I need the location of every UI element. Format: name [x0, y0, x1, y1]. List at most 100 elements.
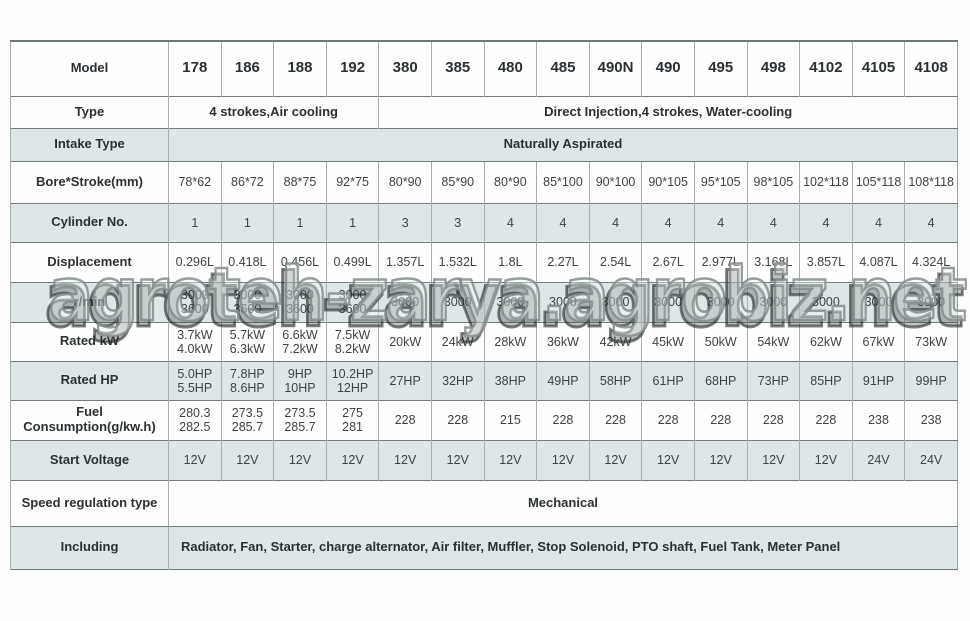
spec-value-cell: 4 [641, 202, 695, 242]
spec-value-cell: 4 [746, 202, 800, 242]
spec-value-cell: 1 [273, 202, 327, 242]
row-label: r/min [10, 281, 169, 322]
spec-value-cell: 88*75 [273, 160, 327, 203]
spec-value-cell: 0.499L [325, 241, 379, 282]
row-label: Fuel Consumption(g/kw.h) [10, 399, 169, 440]
spec-value-cell: 3.7kW 4.0kW [168, 321, 222, 361]
spec-value-cell: 3000 [851, 281, 905, 322]
spec-value-cell: 1.532L [430, 241, 485, 282]
spec-value-cell: 58HP [588, 360, 642, 400]
model-number-cell: 490 [641, 40, 695, 96]
model-number-cell: 385 [430, 40, 485, 96]
table-row: Fuel Consumption(g/kw.h) 280.3 282.5 273.5… [10, 399, 958, 440]
spec-value-cell: 2.54L [588, 241, 642, 282]
spec-value-cell: 4 [693, 202, 748, 242]
spec-value-cell: 1.8L [483, 241, 537, 282]
spec-value-cell: 49HP [536, 360, 590, 400]
model-number-cell: 178 [168, 40, 222, 96]
spec-value-cell: 228 [430, 399, 485, 440]
spec-value-cell: 5.7kW 6.3kW [220, 321, 274, 361]
spec-value-cell: 273.5 285.7 [220, 399, 274, 440]
spec-value-cell: 3000 3600 [220, 281, 274, 322]
spec-value-cell: 280.3 282.5 [168, 399, 222, 440]
model-number-cell: 485 [536, 40, 590, 96]
spec-value-cell: 4 [483, 202, 537, 242]
spec-value-cell: 12V [273, 439, 327, 480]
spec-value-cell: 7.5kW 8.2kW [325, 321, 379, 361]
row-label: Including [10, 525, 169, 569]
spec-value-cell: 2.977L [693, 241, 748, 282]
spec-value-cell: 1.357L [378, 241, 432, 282]
spec-value-cell: 3000 [799, 281, 853, 322]
spec-value-cell: 3 [430, 202, 485, 242]
spec-value-cell: 90*105 [641, 160, 695, 203]
spec-value-cell: 228 [536, 399, 590, 440]
spec-value-cell: 24V [904, 439, 958, 480]
spec-value-cell: 20kW [378, 321, 432, 361]
spec-value-cell: 4 [536, 202, 590, 242]
row-label: Start Voltage [10, 439, 169, 480]
spec-value-cell: 3.857L [799, 241, 853, 282]
spec-span-cell: Direct Injection,4 strokes, Water-coolin… [378, 95, 958, 128]
table-row: Bore*Stroke(mm) 78*62 86*72 88*75 92*75 80*90… [10, 160, 958, 203]
spec-value-cell: 12V [693, 439, 748, 480]
spec-value-cell: 67kW [851, 321, 905, 361]
spec-value-cell: 38HP [483, 360, 537, 400]
spec-value-cell: 12V [483, 439, 537, 480]
spec-value-cell: 95*105 [693, 160, 748, 203]
spec-value-cell: 4 [799, 202, 853, 242]
table-row: Rated HP 5.0HP 5.5HP 7.8HP 8.6HP 9HP 10HP 10… [10, 360, 958, 400]
spec-value-cell: 3000 [483, 281, 537, 322]
spec-table-body: Model 178 186 188 192 380 385 480 485 490N 490 495 4… [10, 40, 958, 569]
spec-value-cell: 36kW [536, 321, 590, 361]
spec-value-cell: 238 [851, 399, 905, 440]
spec-value-cell: 12V [430, 439, 485, 480]
spec-value-cell: 3000 3600 [273, 281, 327, 322]
spec-value-cell: 45kW [641, 321, 695, 361]
spec-value-cell: 85HP [799, 360, 853, 400]
table-row: Start Voltage 12V 12V 12V 12V 12V 12V 12V 12V 12V… [10, 439, 958, 480]
spec-value-cell: 1 [325, 202, 379, 242]
spec-value-cell: 10.2HP 12HP [325, 360, 379, 400]
model-number-cell: 4102 [799, 40, 853, 96]
table-row: Including Radiator, Fan, Starter, charge … [10, 525, 958, 569]
spec-value-cell: 228 [588, 399, 642, 440]
spec-value-cell: 68HP [693, 360, 748, 400]
row-label: Intake Type [10, 127, 169, 161]
spec-value-cell: 3.168L [746, 241, 800, 282]
spec-value-cell: 238 [904, 399, 958, 440]
spec-value-cell: 1 [220, 202, 274, 242]
spec-value-cell: 5.0HP 5.5HP [168, 360, 222, 400]
spec-value-cell: 91HP [851, 360, 905, 400]
spec-value-cell: 12V [220, 439, 274, 480]
model-number-cell: 188 [273, 40, 327, 96]
spec-value-cell: 3000 3600 [325, 281, 379, 322]
row-label: Type [10, 95, 169, 128]
spec-value-cell: 228 [746, 399, 800, 440]
table-row: r/min 3000 3600 3000 3600 3000 3600 3000 360… [10, 281, 958, 322]
spec-value-cell: 42kW [588, 321, 642, 361]
model-number-cell: 495 [693, 40, 748, 96]
model-number-cell: 498 [746, 40, 800, 96]
spec-value-cell: 2.67L [641, 241, 695, 282]
spec-value-cell: 85*100 [536, 160, 590, 203]
model-number-cell: 192 [325, 40, 379, 96]
spec-value-cell: 0.296L [168, 241, 222, 282]
spec-value-cell: 3000 [378, 281, 432, 322]
model-number-cell: 380 [378, 40, 432, 96]
spec-value-cell: 108*118 [904, 160, 958, 203]
spec-value-cell: 0.456L [273, 241, 327, 282]
spec-value-cell: 28kW [483, 321, 537, 361]
table-row: Type 4 strokes,Air cooling Direct Injectio… [10, 95, 958, 128]
spec-value-cell: 228 [641, 399, 695, 440]
spec-value-cell: 4 [851, 202, 905, 242]
table-row: Cylinder No. 1 1 1 1 3 3 4 4 4 4 4 4 4 4 4 [10, 202, 958, 242]
spec-value-cell: 12V [168, 439, 222, 480]
table-row: Rated kW 3.7kW 4.0kW 5.7kW 6.3kW 6.6kW 7.2k… [10, 321, 958, 361]
row-label: Model [10, 40, 169, 96]
model-number-cell: 4108 [904, 40, 958, 96]
spec-value-cell: 32HP [430, 360, 485, 400]
spec-value-cell: 99HP [904, 360, 958, 400]
spec-value-cell: 3000 [904, 281, 958, 322]
spec-value-cell: 105*118 [851, 160, 905, 203]
